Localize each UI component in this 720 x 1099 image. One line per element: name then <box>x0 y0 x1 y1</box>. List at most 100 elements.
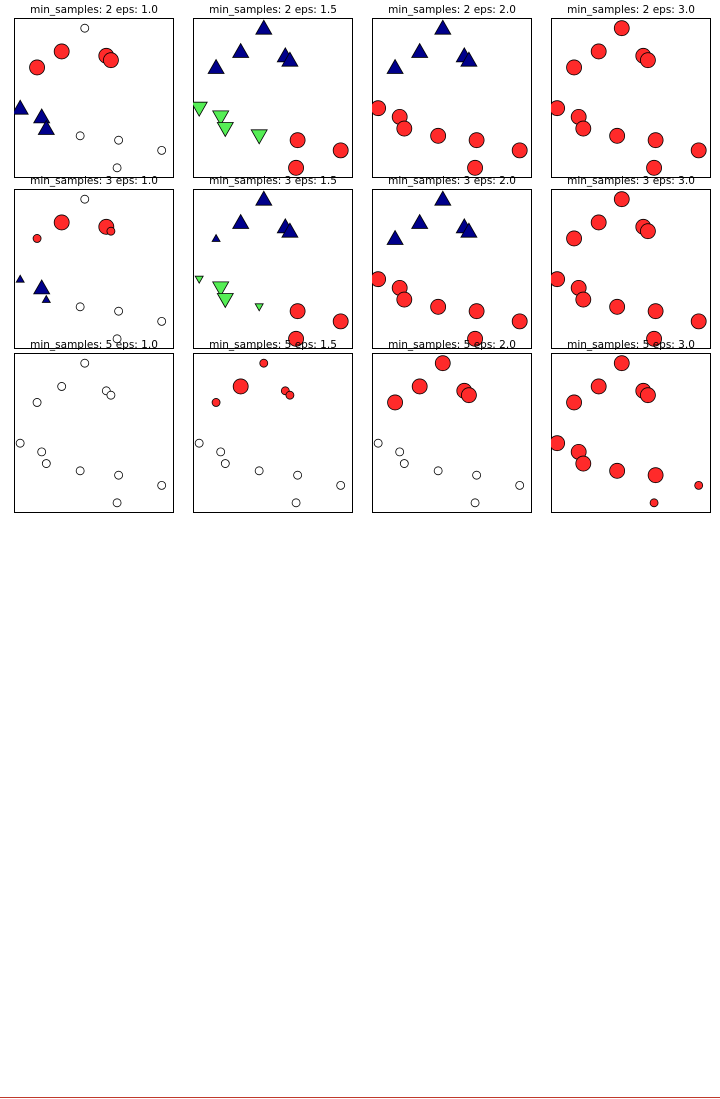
cluster-1-point <box>386 229 404 245</box>
cluster-0-point <box>411 378 428 395</box>
cluster-0-point <box>575 291 592 308</box>
scatter-panel: min_samples: 5 eps: 1.5 <box>193 339 353 513</box>
scatter-plot <box>193 189 353 349</box>
axes-frame <box>193 353 353 513</box>
cluster-0-point <box>511 313 528 330</box>
cluster-0-point <box>288 159 304 176</box>
cluster-1-point <box>232 42 250 58</box>
axes-frame <box>551 189 711 349</box>
noise-point <box>395 447 405 457</box>
cluster-1-point <box>37 119 55 135</box>
panel-title: min_samples: 3 eps: 3.0 <box>567 175 695 187</box>
cluster-0-point <box>646 330 662 347</box>
cluster-0-point <box>53 214 70 231</box>
scatter-plot <box>551 353 711 513</box>
scatter-panel: min_samples: 3 eps: 2.0 <box>372 175 532 349</box>
cluster-0-point <box>53 43 70 60</box>
cluster-0-point <box>647 467 664 484</box>
axes-frame <box>372 18 532 178</box>
scatter-panel: min_samples: 5 eps: 3.0 <box>551 339 711 513</box>
cluster-0-point <box>551 271 566 288</box>
axes-frame <box>551 353 711 513</box>
noise-point <box>114 306 124 316</box>
cluster-0-point <box>32 234 42 243</box>
noise-point <box>32 398 42 407</box>
noise-point <box>470 498 480 508</box>
scatter-plot <box>193 353 353 513</box>
cluster-1-point <box>14 99 29 115</box>
cluster-1-point <box>411 213 429 229</box>
cluster-0-point <box>649 498 659 508</box>
cluster-0-point <box>511 142 528 159</box>
cluster-0-point <box>590 43 607 60</box>
cluster-1-point <box>33 279 51 295</box>
cluster-0-point <box>430 127 447 144</box>
cluster-0-point <box>285 390 295 400</box>
cluster-1-point <box>41 294 51 303</box>
cluster-2-point <box>216 122 234 138</box>
panel-title: min_samples: 2 eps: 3.0 <box>567 4 695 16</box>
noise-point <box>75 466 85 476</box>
cluster-2-point <box>194 275 204 285</box>
cluster-0-point <box>613 20 630 37</box>
scatter-panel: min_samples: 5 eps: 1.0 <box>14 339 174 513</box>
scatter-plot <box>551 189 711 349</box>
noise-point <box>112 498 122 508</box>
cluster-1-point <box>211 233 221 242</box>
noise-point <box>254 466 264 476</box>
cluster-2-point <box>193 101 208 118</box>
axes-frame <box>14 189 174 349</box>
cluster-0-point <box>232 378 249 395</box>
cluster-0-point <box>690 142 707 159</box>
noise-point <box>157 316 167 326</box>
cluster-0-point <box>646 159 662 176</box>
cluster-0-point <box>566 59 582 76</box>
cluster-0-point <box>434 355 451 372</box>
noise-point <box>433 466 443 476</box>
cluster-0-point <box>609 462 626 479</box>
cluster-0-point <box>211 398 221 407</box>
noise-point <box>399 459 409 468</box>
scatter-plot <box>14 353 174 513</box>
cluster-0-point <box>609 298 626 315</box>
scatter-panel: min_samples: 3 eps: 1.5 <box>193 175 353 349</box>
axes-frame <box>193 189 353 349</box>
dbscan-parameter-grid: min_samples: 2 eps: 1.0 min_samples: 2 e… <box>0 0 720 520</box>
cluster-0-point <box>289 132 306 149</box>
cluster-0-point <box>613 191 630 208</box>
cluster-0-point <box>259 358 269 368</box>
cluster-0-point <box>640 52 656 69</box>
cluster-1-point <box>460 51 478 67</box>
noise-point <box>80 194 90 204</box>
cluster-0-point <box>468 132 485 149</box>
noise-point <box>220 459 230 468</box>
cluster-2-point <box>254 303 264 312</box>
cluster-1-point <box>232 213 250 229</box>
cluster-0-point <box>551 435 566 452</box>
cluster-1-point <box>255 19 273 35</box>
cluster-1-point <box>411 42 429 58</box>
cluster-2-point <box>250 129 268 145</box>
cluster-0-point <box>29 59 45 76</box>
cluster-1-point <box>460 222 478 238</box>
scatter-panel: min_samples: 2 eps: 3.0 <box>551 4 711 178</box>
noise-point <box>15 438 25 448</box>
cluster-0-point <box>647 303 664 320</box>
cluster-0-point <box>551 100 566 117</box>
noise-point <box>194 438 204 448</box>
noise-point <box>293 470 303 480</box>
cluster-1-point <box>15 274 25 283</box>
scatter-plot <box>372 189 532 349</box>
cluster-0-point <box>590 214 607 231</box>
scatter-plot <box>372 18 532 178</box>
cluster-0-point <box>396 120 413 137</box>
cluster-0-point <box>468 303 485 320</box>
scatter-panel: min_samples: 2 eps: 1.0 <box>14 4 174 178</box>
cluster-0-point <box>640 387 656 404</box>
noise-point <box>75 131 85 141</box>
cluster-0-point <box>387 394 403 411</box>
cluster-2-point <box>216 293 234 309</box>
panel-title: min_samples: 3 eps: 1.0 <box>30 175 158 187</box>
scatter-panel: min_samples: 5 eps: 2.0 <box>372 339 532 513</box>
noise-point <box>112 334 122 344</box>
